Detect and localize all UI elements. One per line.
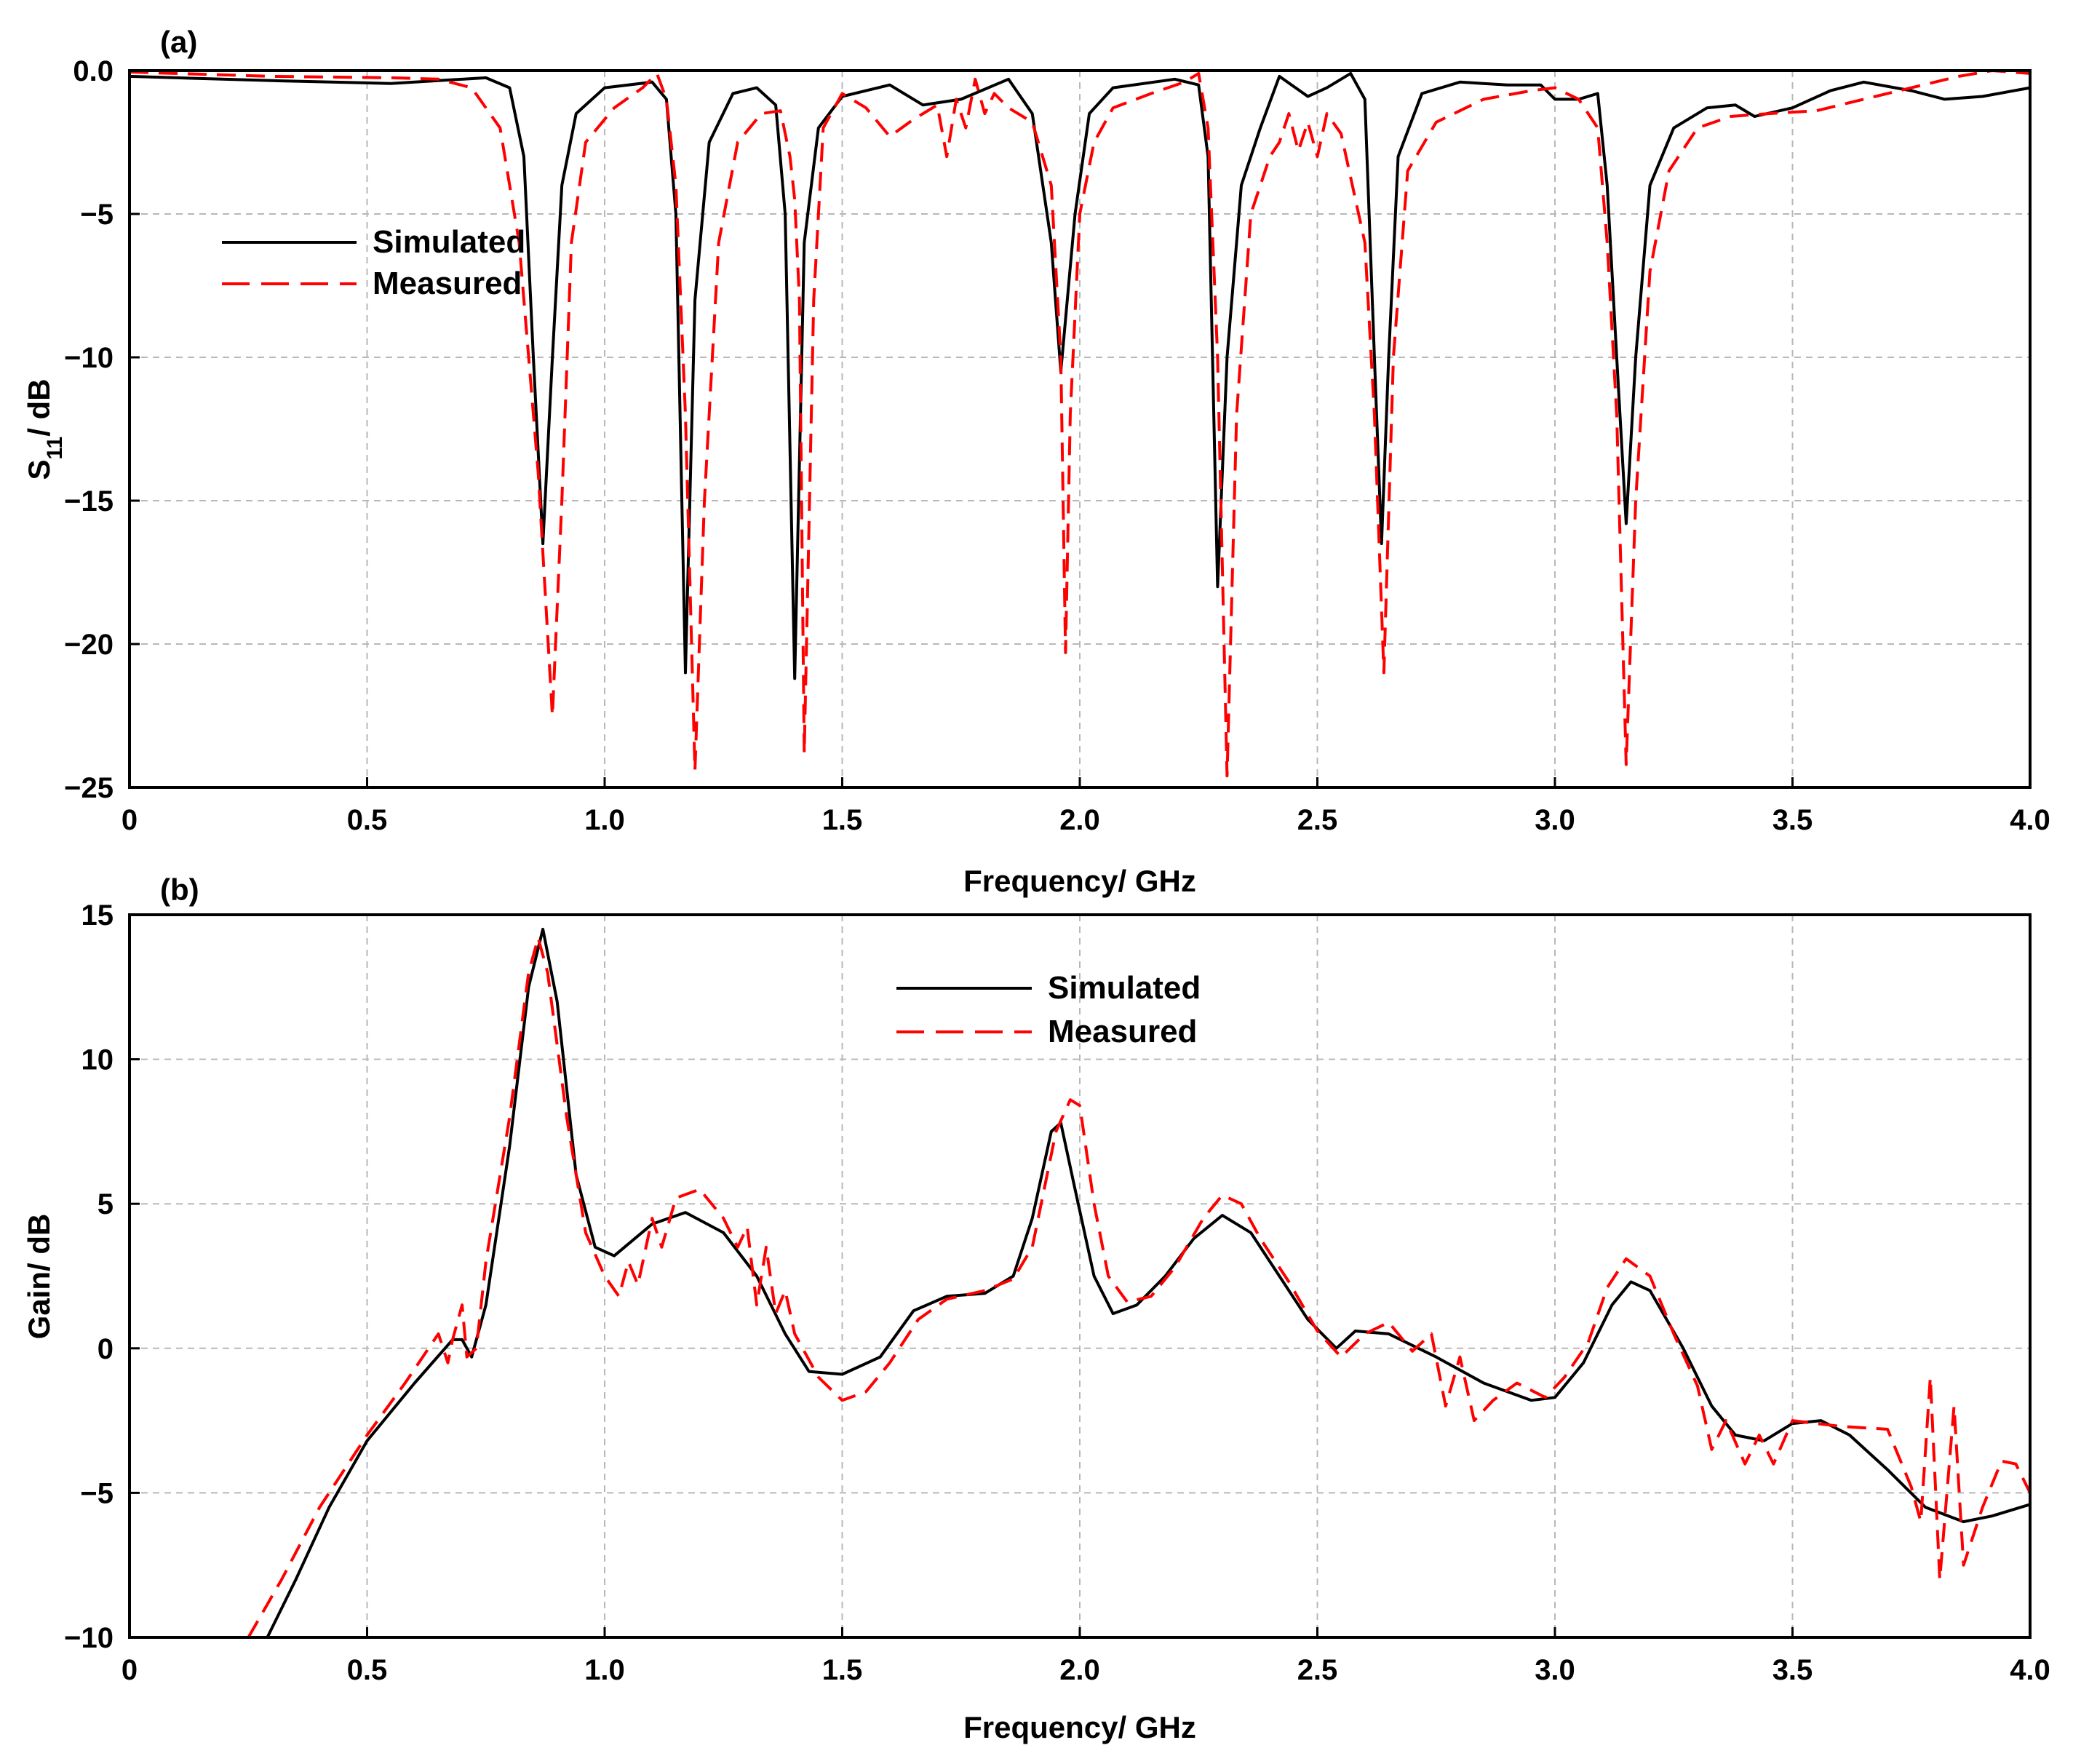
legend-simulated-label: Simulated — [1048, 970, 1201, 1006]
x-tick-label: 3.5 — [1772, 804, 1813, 836]
y-tick-label: −10 — [64, 342, 114, 374]
panel-a-ticks: 0 0.5 1.0 1.5 2.0 2.5 3.0 3.5 4.0 0.0 −5 −10 −15 −20 −… — [64, 55, 2050, 836]
x-tick-label: 4.0 — [2010, 804, 2050, 836]
x-tick-label: 3.0 — [1535, 1654, 1575, 1686]
panel-b-y-axis-label: Gain/ dB — [22, 1214, 56, 1340]
panel-b-series — [247, 927, 2032, 1639]
y-tick-label: −5 — [80, 1477, 114, 1509]
legend-measured-label: Measured — [373, 266, 522, 301]
x-tick-label: 3.5 — [1772, 1654, 1813, 1686]
x-tick-label: 1.5 — [822, 1654, 863, 1686]
x-tick-label: 0 — [122, 1654, 138, 1686]
x-tick-label: 2.5 — [1297, 1654, 1338, 1686]
x-tick-label: 0.5 — [347, 804, 388, 836]
panel-a-legend: Simulated Measured — [222, 224, 525, 301]
y-tick-label: 15 — [81, 899, 114, 931]
y-tick-label: 0.0 — [73, 55, 114, 87]
panel-a-s11-chart: (a) 0 0.5 1.0 1.5 2.0 2.5 3.0 3.5 4.0 0.0 −5 −10 −15… — [22, 25, 2050, 898]
x-tick-label: 3.0 — [1535, 804, 1575, 836]
legend-measured-label: Measured — [1048, 1014, 1197, 1049]
panel-b-ticks: 0 0.5 1.0 1.5 2.0 2.5 3.0 3.5 4.0 15 10 5 0 −5 −10 — [64, 899, 2050, 1686]
y-tick-label: 5 — [98, 1188, 114, 1220]
series-simulated-line — [128, 71, 2032, 680]
series-measured-line — [129, 69, 2031, 778]
legend-simulated-label: Simulated — [373, 224, 525, 260]
series-measured-line — [247, 936, 2032, 1638]
y-tick-label: −20 — [64, 629, 114, 661]
x-tick-label: 1.0 — [584, 1654, 625, 1686]
y-tick-label: 0 — [98, 1333, 114, 1365]
panel-a-series — [128, 69, 2032, 778]
panel-a-x-axis-label: Frequency/ GHz — [963, 864, 1196, 898]
y-tick-label: −5 — [80, 199, 114, 231]
panel-b-gain-chart: (b) 0 0.5 1.0 1.5 2.0 2.5 3.0 3.5 4.0 15 10 5 0 −5 −10… — [22, 873, 2050, 1744]
x-tick-label: 2.0 — [1059, 1654, 1100, 1686]
y-tick-label: 10 — [81, 1044, 114, 1076]
y-tick-label: −25 — [64, 772, 114, 804]
panel-b-legend: Simulated Measured — [896, 970, 1201, 1049]
x-tick-label: 1.0 — [584, 804, 625, 836]
x-tick-label: 2.0 — [1059, 804, 1100, 836]
y-tick-label: −10 — [64, 1622, 114, 1654]
panel-b-x-axis-label: Frequency/ GHz — [963, 1710, 1196, 1744]
panel-a-y-axis-label: S11/ dB — [22, 378, 67, 480]
x-tick-label: 2.5 — [1297, 804, 1338, 836]
x-tick-label: 1.5 — [822, 804, 863, 836]
panel-b-label: (b) — [160, 873, 199, 907]
x-tick-label: 0.5 — [347, 1654, 388, 1686]
y-tick-label: −15 — [64, 485, 114, 517]
x-tick-label: 0 — [122, 804, 138, 836]
panel-a-label: (a) — [160, 25, 197, 59]
x-tick-label: 4.0 — [2010, 1654, 2050, 1686]
series-simulated-line — [266, 927, 2032, 1639]
